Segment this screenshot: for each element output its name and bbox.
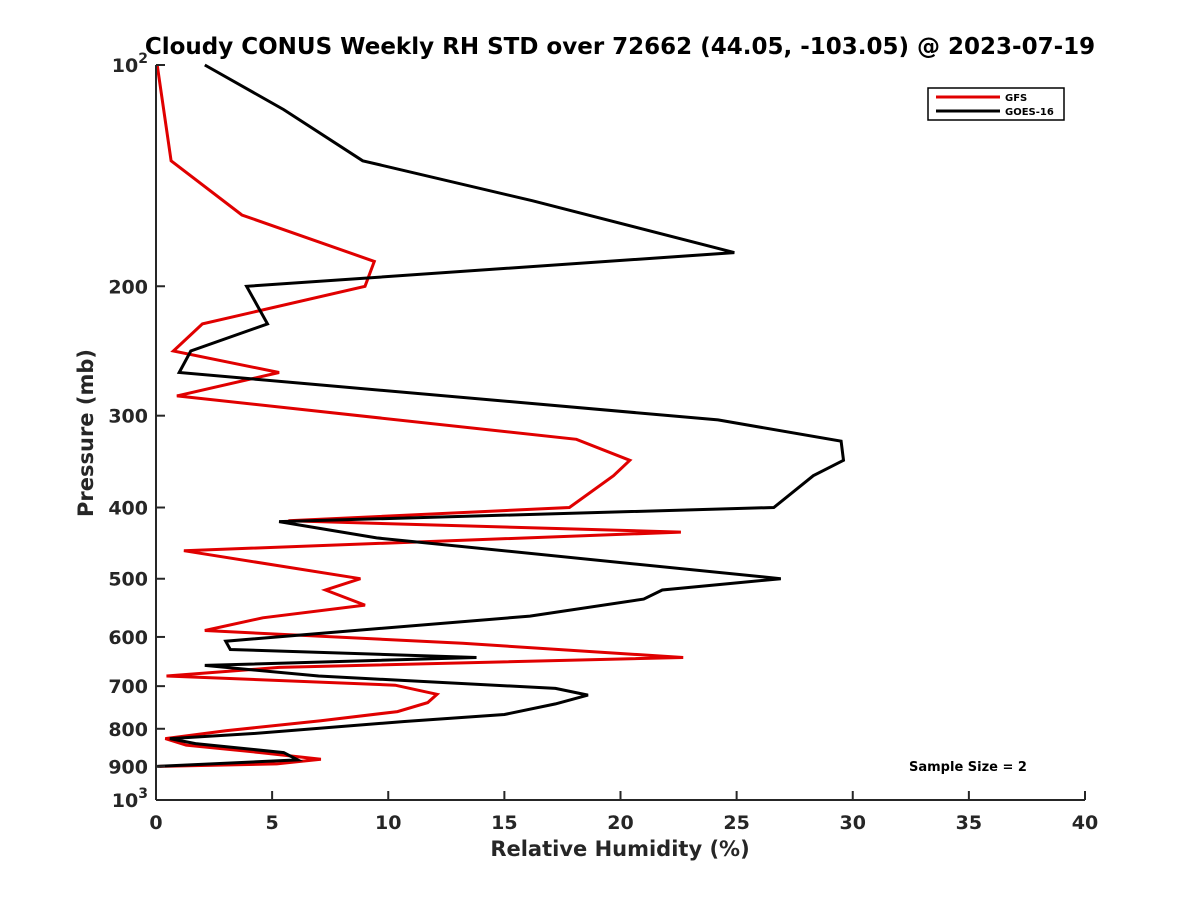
series-line-goes-16 [157, 63, 846, 768]
x-tick-label: 30 [840, 812, 866, 834]
y-tick-label: 500 [108, 569, 148, 591]
legend: GFS GOES-16 [927, 87, 1065, 121]
x-tick-label: 40 [1072, 812, 1098, 834]
x-tick-label: 20 [607, 812, 633, 834]
y-axis-title: Pressure (mb) [74, 349, 98, 517]
y-tick-label: 400 [108, 498, 148, 520]
y-tick-label-exponent: 3 [138, 786, 148, 802]
x-tick-label: 15 [491, 812, 517, 834]
y-tick-label: 900 [108, 756, 148, 778]
y-tick-label-exponent: 2 [138, 51, 148, 67]
y-tick-label-base: 10 [112, 790, 138, 812]
chart-title: Cloudy CONUS Weekly RH STD over 72662 (4… [145, 34, 1095, 60]
y-tick-label: 800 [108, 719, 148, 741]
legend-label: GOES-16 [1005, 107, 1054, 118]
x-axis-ticks: 0 5 10 15 20 25 30 35 40 [149, 791, 1098, 834]
legend-label: GFS [1005, 93, 1027, 104]
y-tick-label: 103 [112, 786, 148, 812]
x-tick-label: 10 [375, 812, 401, 834]
x-tick-label: 5 [266, 812, 279, 834]
y-tick-label: 102 [112, 51, 148, 77]
y-tick-label: 300 [108, 406, 148, 428]
series-line-gfs [155, 64, 684, 768]
plot-lines [155, 63, 846, 768]
x-tick-label: 35 [956, 812, 982, 834]
sample-size-annotation: Sample Size = 2 [909, 760, 1027, 775]
y-tick-label: 600 [108, 627, 148, 649]
x-tick-label: 0 [149, 812, 162, 834]
legend-box [927, 87, 1065, 121]
x-axis-title: Relative Humidity (%) [490, 837, 749, 861]
x-tick-label: 25 [723, 812, 749, 834]
y-tick-label: 200 [108, 276, 148, 298]
y-tick-label-base: 10 [112, 55, 138, 77]
y-tick-label: 700 [108, 676, 148, 698]
